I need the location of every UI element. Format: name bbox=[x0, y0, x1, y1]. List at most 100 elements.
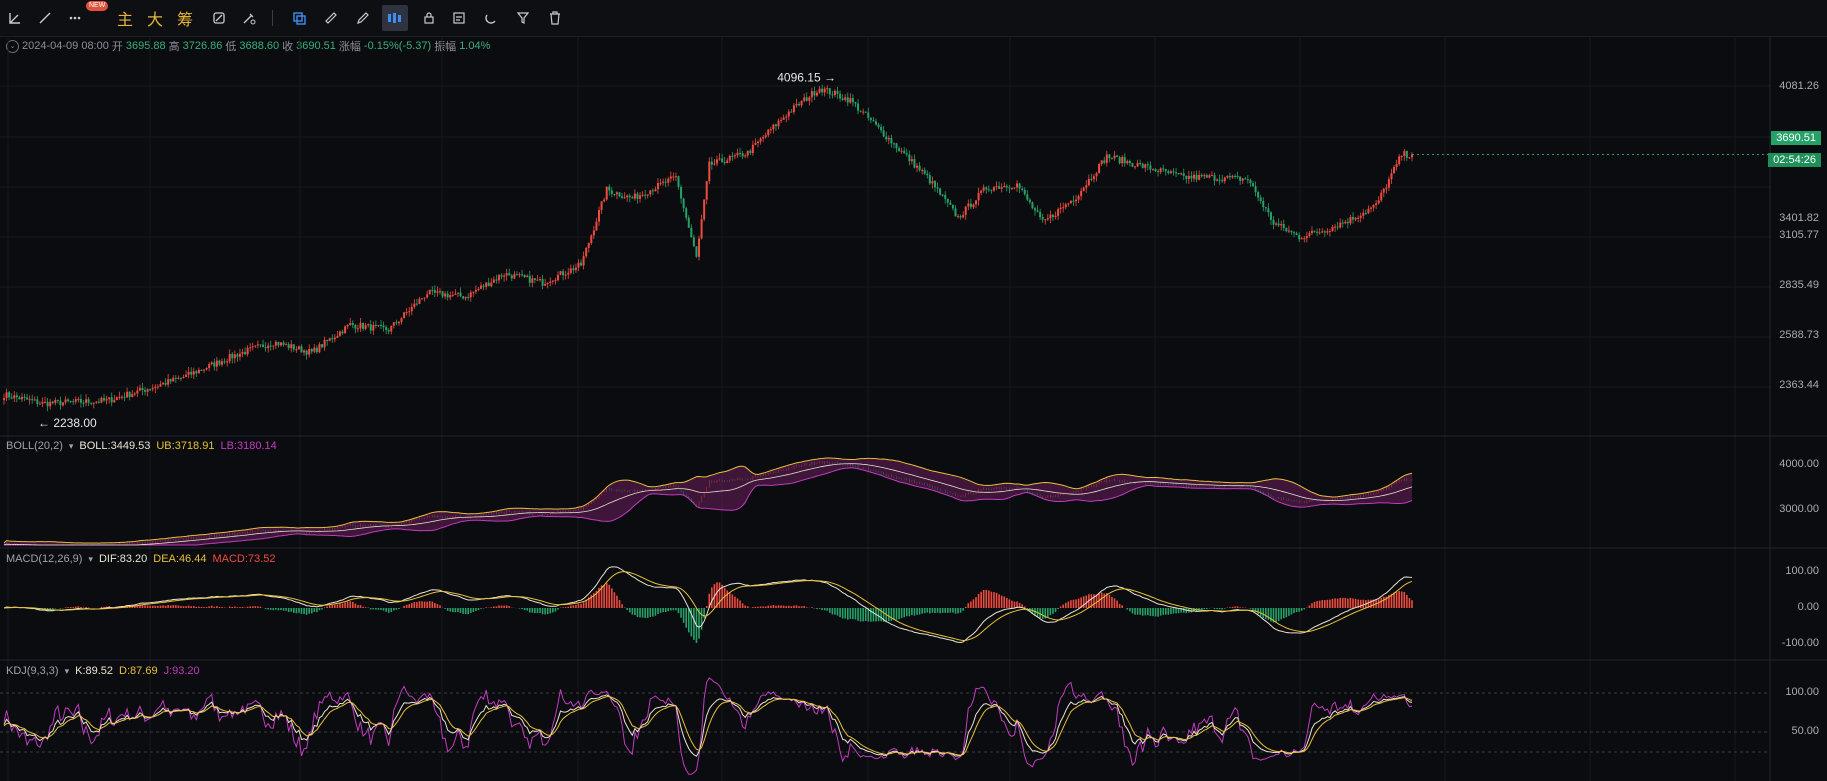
candle-body bbox=[1293, 232, 1296, 234]
boll-upper-line bbox=[3, 457, 1413, 544]
candle-body bbox=[1216, 179, 1219, 181]
lock-icon[interactable] bbox=[416, 5, 442, 31]
candle-body bbox=[490, 282, 493, 287]
candle-body bbox=[787, 111, 790, 117]
candle-body bbox=[182, 377, 185, 379]
dropdown-arrow-icon[interactable]: ▾ bbox=[64, 665, 70, 676]
candle-body bbox=[87, 399, 90, 403]
candle-body bbox=[677, 176, 680, 187]
price-tick: 2363.44 bbox=[1779, 379, 1819, 391]
candle-body bbox=[595, 221, 598, 231]
candle-body bbox=[321, 344, 324, 348]
candle-body bbox=[1257, 192, 1260, 198]
candle-body bbox=[333, 337, 336, 340]
compare-icon[interactable] bbox=[206, 5, 232, 31]
candle-body bbox=[577, 262, 580, 268]
candle-body bbox=[1162, 168, 1165, 170]
ruler-icon[interactable] bbox=[318, 5, 344, 31]
candle-body bbox=[757, 141, 760, 143]
trend-angle-icon[interactable] bbox=[2, 5, 28, 31]
candle-body bbox=[515, 274, 518, 276]
line-tool-icon[interactable] bbox=[32, 5, 58, 31]
note-icon[interactable] bbox=[446, 5, 472, 31]
candle-body bbox=[82, 402, 85, 404]
candle-body bbox=[46, 401, 49, 407]
magnet-icon[interactable] bbox=[478, 5, 504, 31]
candle-body bbox=[1039, 211, 1042, 218]
candle-body bbox=[169, 379, 172, 382]
candle-body bbox=[977, 192, 980, 201]
kdj-name[interactable]: KDJ(9,3,3) bbox=[6, 665, 59, 677]
candle-body bbox=[923, 170, 926, 174]
candle-body bbox=[51, 401, 54, 404]
candle-body bbox=[921, 170, 924, 172]
candle-body bbox=[100, 397, 103, 403]
candle-body bbox=[451, 294, 454, 296]
candle-body bbox=[421, 298, 424, 300]
candle-body bbox=[636, 193, 639, 199]
candle-body bbox=[764, 135, 767, 138]
candle-body bbox=[951, 204, 954, 209]
price-tick: 2588.73 bbox=[1779, 329, 1819, 341]
candle-body bbox=[1290, 230, 1293, 233]
candle-body bbox=[41, 401, 44, 404]
pen-icon[interactable] bbox=[350, 5, 376, 31]
low-marker: ← 2238.00 bbox=[38, 416, 97, 430]
filter-icon[interactable] bbox=[510, 5, 536, 31]
candle-body bbox=[1110, 158, 1113, 160]
candle-body bbox=[587, 243, 590, 248]
candle-body bbox=[1026, 194, 1029, 200]
candle-body bbox=[49, 401, 52, 407]
dropdown-arrow-icon[interactable]: ▾ bbox=[68, 440, 74, 451]
dropdown-arrow-icon[interactable]: ▾ bbox=[88, 553, 93, 564]
candle-body bbox=[113, 400, 116, 403]
candle-body bbox=[408, 311, 411, 313]
candle-body bbox=[369, 324, 372, 331]
candle-body bbox=[882, 130, 885, 137]
candle-body bbox=[1390, 173, 1393, 180]
candle-body bbox=[854, 102, 857, 104]
copy-layout-icon[interactable] bbox=[286, 5, 312, 31]
trash-icon[interactable] bbox=[542, 5, 568, 31]
candle-body bbox=[526, 275, 529, 278]
candle-body bbox=[523, 274, 526, 278]
candle-body bbox=[28, 399, 31, 401]
chip-distribution-button[interactable]: 筹 bbox=[176, 12, 193, 29]
candle-body bbox=[233, 354, 236, 359]
candle-body bbox=[813, 91, 816, 96]
candle-body bbox=[1254, 186, 1257, 193]
candle-body bbox=[31, 399, 34, 401]
large-order-button[interactable]: 大 bbox=[146, 12, 163, 29]
candle-body bbox=[338, 331, 341, 336]
candle-body bbox=[1013, 187, 1016, 189]
candle-body bbox=[651, 190, 654, 192]
candle-body bbox=[913, 159, 916, 168]
draw-settings-icon[interactable] bbox=[236, 5, 262, 31]
candle-body bbox=[1328, 230, 1331, 232]
candle-body bbox=[154, 386, 157, 388]
candle-body bbox=[1028, 199, 1031, 203]
macd-tick: 0.00 bbox=[1797, 601, 1819, 613]
candle-body bbox=[195, 371, 198, 374]
collapse-icon[interactable]: ⌄ bbox=[6, 39, 19, 53]
candle-body bbox=[603, 199, 606, 202]
candle-body bbox=[1228, 175, 1231, 178]
boll-lb-value: LB:3180.14 bbox=[220, 440, 277, 452]
candle-body bbox=[1000, 187, 1003, 189]
macd-name[interactable]: MACD(12,26,9) bbox=[6, 553, 83, 565]
boll-name[interactable]: BOLL(20,2) bbox=[6, 440, 63, 452]
candle-body bbox=[1031, 202, 1034, 209]
candle-body bbox=[972, 204, 975, 208]
candle-body bbox=[692, 237, 695, 247]
candle-body bbox=[1221, 179, 1224, 182]
candle-body bbox=[844, 97, 847, 100]
candle-mode-icon[interactable] bbox=[382, 5, 408, 31]
candle-body bbox=[318, 344, 321, 353]
candle-body bbox=[1164, 169, 1167, 172]
open-label: 开 bbox=[111, 41, 123, 53]
main-indicator-button[interactable]: 主 bbox=[116, 12, 133, 29]
candle-body bbox=[1269, 212, 1272, 220]
kdj-d-line bbox=[3, 696, 1413, 756]
more-tools-icon[interactable] bbox=[62, 5, 88, 31]
candle-body bbox=[656, 183, 659, 190]
